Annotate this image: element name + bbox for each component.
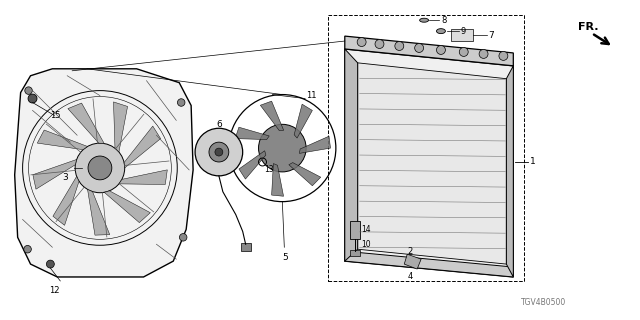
Bar	[328, 15, 524, 281]
Circle shape	[88, 156, 112, 180]
Polygon shape	[345, 49, 358, 261]
Text: 10: 10	[362, 240, 371, 249]
Polygon shape	[358, 63, 506, 264]
Circle shape	[28, 94, 37, 103]
Circle shape	[177, 99, 185, 106]
Text: 2: 2	[407, 247, 413, 256]
Circle shape	[395, 42, 404, 51]
Text: 5: 5	[282, 253, 288, 262]
Polygon shape	[345, 36, 513, 66]
Polygon shape	[345, 49, 513, 277]
Polygon shape	[289, 163, 321, 186]
Text: 14: 14	[362, 225, 371, 234]
Text: 13: 13	[264, 165, 274, 174]
Circle shape	[479, 50, 488, 58]
Circle shape	[415, 44, 424, 52]
Circle shape	[25, 87, 32, 94]
Text: 9: 9	[461, 27, 466, 36]
Polygon shape	[294, 104, 312, 138]
Text: 12: 12	[49, 286, 60, 295]
Circle shape	[499, 52, 508, 60]
Polygon shape	[404, 254, 421, 269]
Text: FR.: FR.	[578, 22, 598, 32]
Text: 11: 11	[306, 91, 317, 100]
Bar	[349, 221, 360, 239]
Circle shape	[209, 142, 228, 162]
Circle shape	[75, 143, 125, 193]
Polygon shape	[37, 130, 88, 150]
Bar	[451, 29, 473, 41]
Circle shape	[460, 47, 468, 56]
Polygon shape	[119, 170, 167, 185]
Polygon shape	[68, 103, 104, 144]
Text: 4: 4	[407, 272, 413, 282]
Polygon shape	[235, 127, 269, 140]
Circle shape	[357, 37, 366, 46]
Polygon shape	[300, 136, 330, 153]
Circle shape	[195, 128, 243, 176]
Circle shape	[46, 260, 54, 268]
Polygon shape	[239, 151, 266, 179]
Text: 15: 15	[51, 111, 61, 120]
Circle shape	[179, 234, 187, 241]
Text: 7: 7	[488, 31, 494, 40]
Circle shape	[375, 40, 384, 48]
Polygon shape	[104, 191, 150, 223]
Polygon shape	[506, 66, 513, 277]
Polygon shape	[345, 251, 513, 277]
Polygon shape	[88, 189, 110, 235]
Circle shape	[436, 45, 445, 54]
Text: 3: 3	[62, 173, 68, 182]
Polygon shape	[15, 69, 193, 277]
Bar	[241, 243, 251, 251]
Text: 8: 8	[441, 16, 446, 25]
Circle shape	[259, 124, 306, 172]
Polygon shape	[33, 159, 77, 189]
Ellipse shape	[420, 18, 429, 22]
Polygon shape	[260, 101, 284, 131]
Bar	[349, 250, 360, 256]
Polygon shape	[271, 164, 284, 196]
Polygon shape	[124, 126, 161, 168]
Polygon shape	[53, 176, 79, 225]
Circle shape	[215, 148, 223, 156]
Ellipse shape	[436, 29, 445, 34]
Polygon shape	[113, 102, 127, 152]
Circle shape	[24, 245, 31, 253]
Text: 6: 6	[216, 120, 222, 129]
Text: 1: 1	[530, 157, 536, 166]
Text: TGV4B0500: TGV4B0500	[520, 298, 566, 307]
